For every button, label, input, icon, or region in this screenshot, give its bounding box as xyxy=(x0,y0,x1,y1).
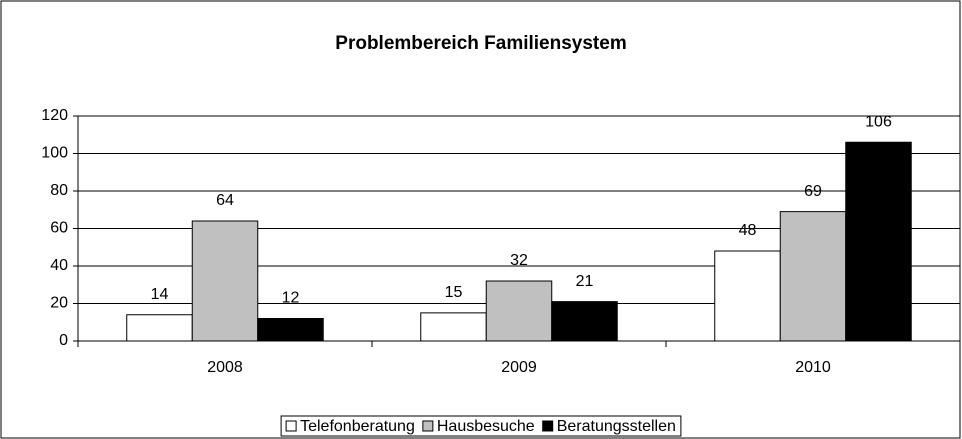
bar xyxy=(714,250,781,342)
data-label: 21 xyxy=(576,273,594,290)
data-label: 12 xyxy=(282,290,300,307)
bar xyxy=(779,211,847,342)
legend-label: Telefonberatung xyxy=(300,418,415,435)
data-label: 48 xyxy=(739,222,757,239)
y-tick-label: 40 xyxy=(50,257,68,274)
bar xyxy=(257,318,324,342)
x-tick-label: 2010 xyxy=(795,359,831,376)
legend-box xyxy=(280,415,682,437)
data-label: 106 xyxy=(865,113,892,130)
y-tick-label: 60 xyxy=(50,220,68,237)
y-tick-label: 20 xyxy=(50,295,68,312)
bar xyxy=(845,141,912,342)
legend-swatch xyxy=(422,420,434,432)
bar xyxy=(191,220,259,342)
bar xyxy=(485,280,553,342)
data-label: 15 xyxy=(445,284,463,301)
data-label: 32 xyxy=(510,252,528,269)
y-tick-label: 80 xyxy=(50,182,68,199)
legend-label: Hausbesuche xyxy=(437,418,535,435)
y-tick-label: 100 xyxy=(41,145,68,162)
legend-swatch xyxy=(542,420,554,432)
bar xyxy=(551,301,618,342)
legend-label: Beratungsstellen xyxy=(557,418,676,435)
data-label: 64 xyxy=(216,192,234,209)
x-tick-label: 2009 xyxy=(501,359,537,376)
bar xyxy=(126,314,193,342)
y-tick-label: 120 xyxy=(41,107,68,124)
data-label: 69 xyxy=(804,183,822,200)
x-tick-label: 2008 xyxy=(207,359,243,376)
data-label: 14 xyxy=(151,286,169,303)
chart-title: Problembereich Familiensystem xyxy=(335,33,626,54)
legend-swatch xyxy=(285,420,297,432)
y-tick-label: 0 xyxy=(59,332,68,349)
bar xyxy=(420,312,487,342)
